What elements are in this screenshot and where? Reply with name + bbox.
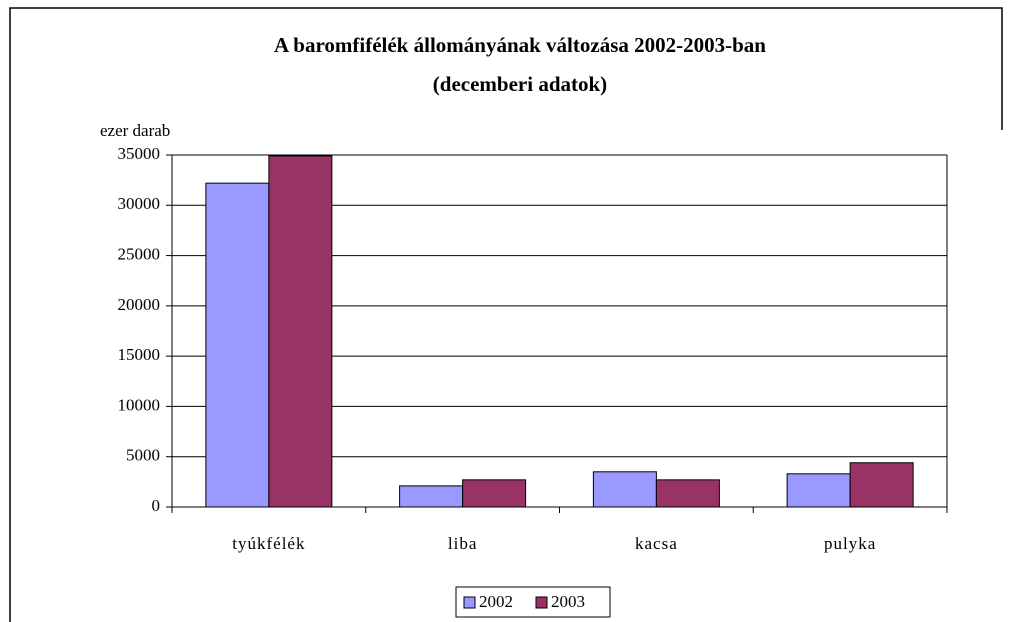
y-tick-label: 15000 [118,345,161,364]
y-tick-label: 30000 [118,194,161,213]
bar [655,479,720,508]
y-tick-label: 25000 [118,244,161,263]
x-tick-label: kacsa [635,534,678,553]
bar [462,479,527,508]
y-tick-label: 0 [152,496,161,515]
bar [592,471,657,508]
bar [268,155,333,508]
y-axis-label: ezer darab [100,121,170,140]
legend-label: 2002 [479,592,513,611]
y-tick-label: 10000 [118,395,161,414]
chart-frame [9,7,1003,622]
x-tick-label: pulyka [824,534,876,553]
chart-title: A baromfifélék állományának változása 20… [274,33,766,57]
legend-swatch [463,596,476,609]
bar [786,473,851,508]
y-tick-label: 20000 [118,295,161,314]
bar [849,462,914,508]
x-tick-label: tyúkfélék [232,534,305,553]
y-tick-label: 5000 [126,446,160,465]
legend-swatch [535,596,548,609]
legend-label: 2003 [551,592,585,611]
chart-subtitle: (decemberi adatok) [433,72,607,96]
bar [399,485,464,508]
bar [205,182,270,508]
x-tick-label: liba [448,534,478,553]
y-tick-label: 35000 [118,144,161,163]
legend-box [455,586,611,618]
